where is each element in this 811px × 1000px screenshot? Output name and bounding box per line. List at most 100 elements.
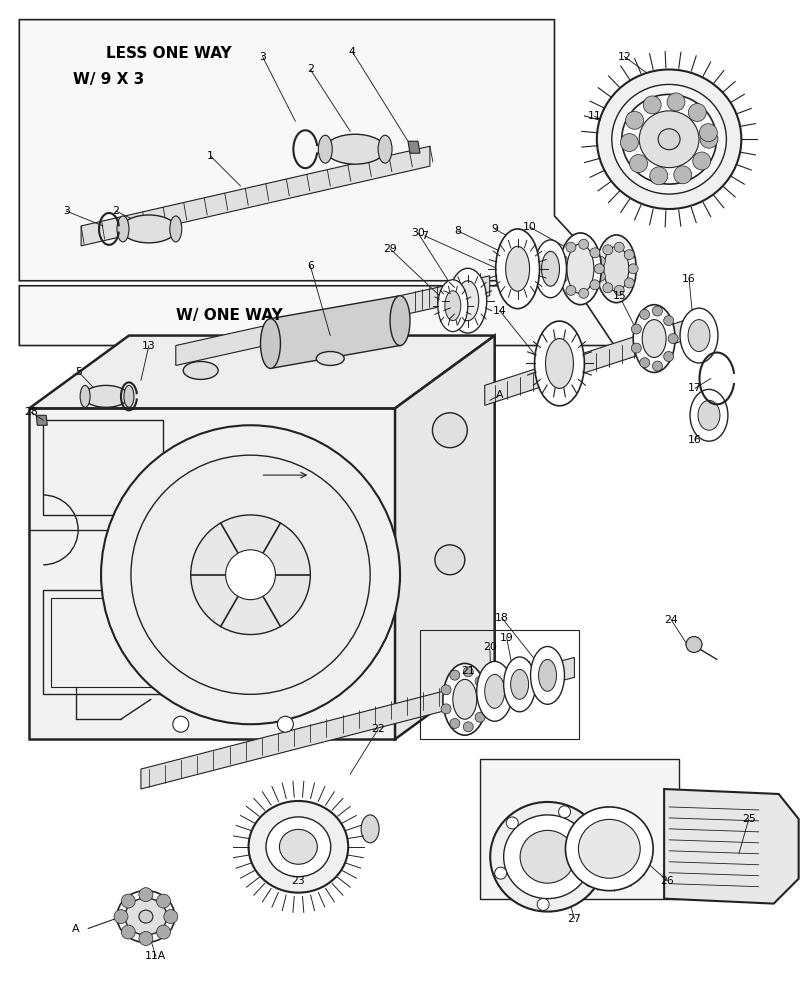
Ellipse shape xyxy=(611,84,726,194)
Ellipse shape xyxy=(378,135,392,163)
Circle shape xyxy=(449,718,459,728)
Text: 19: 19 xyxy=(499,633,513,643)
Text: 25: 25 xyxy=(741,814,755,824)
Circle shape xyxy=(121,894,135,908)
Ellipse shape xyxy=(124,385,134,407)
Circle shape xyxy=(624,250,633,260)
Text: 21: 21 xyxy=(461,666,474,676)
Text: 24: 24 xyxy=(663,615,677,625)
Polygon shape xyxy=(19,286,614,346)
Circle shape xyxy=(506,817,517,829)
Ellipse shape xyxy=(545,339,573,388)
Ellipse shape xyxy=(534,321,584,406)
Ellipse shape xyxy=(248,801,348,893)
Ellipse shape xyxy=(361,815,379,843)
Ellipse shape xyxy=(444,291,461,321)
Ellipse shape xyxy=(225,550,275,600)
Ellipse shape xyxy=(596,69,740,209)
Text: 9: 9 xyxy=(491,224,497,234)
Ellipse shape xyxy=(117,891,174,942)
Ellipse shape xyxy=(495,229,539,309)
Circle shape xyxy=(698,124,716,142)
Text: LESS ONE WAY: LESS ONE WAY xyxy=(106,46,231,61)
Text: A: A xyxy=(72,924,79,934)
Polygon shape xyxy=(29,336,494,408)
Circle shape xyxy=(565,285,575,295)
Bar xyxy=(43,420,163,515)
Circle shape xyxy=(440,685,450,695)
Circle shape xyxy=(602,283,612,293)
Ellipse shape xyxy=(84,385,128,407)
Polygon shape xyxy=(489,661,529,688)
Ellipse shape xyxy=(457,281,478,321)
Ellipse shape xyxy=(642,320,665,357)
Ellipse shape xyxy=(520,830,574,883)
Circle shape xyxy=(557,272,567,282)
Text: 16: 16 xyxy=(687,435,701,445)
Ellipse shape xyxy=(101,425,400,724)
Ellipse shape xyxy=(633,305,674,372)
Polygon shape xyxy=(29,408,394,739)
Ellipse shape xyxy=(541,251,559,286)
Text: 2: 2 xyxy=(113,206,119,216)
Circle shape xyxy=(663,316,673,326)
Ellipse shape xyxy=(503,657,535,712)
Circle shape xyxy=(624,278,633,288)
Text: 6: 6 xyxy=(307,261,313,271)
Polygon shape xyxy=(479,759,678,899)
Ellipse shape xyxy=(266,817,330,877)
Circle shape xyxy=(277,716,293,732)
Circle shape xyxy=(594,256,604,266)
Ellipse shape xyxy=(191,515,310,635)
Circle shape xyxy=(699,130,717,148)
Polygon shape xyxy=(81,146,429,246)
Ellipse shape xyxy=(279,829,317,864)
Ellipse shape xyxy=(432,413,466,448)
Circle shape xyxy=(649,167,667,185)
Text: 11: 11 xyxy=(586,111,600,121)
Ellipse shape xyxy=(621,94,715,184)
Ellipse shape xyxy=(595,235,636,303)
Circle shape xyxy=(537,898,548,910)
Circle shape xyxy=(173,716,188,732)
Text: 29: 29 xyxy=(383,244,397,254)
Text: 5: 5 xyxy=(75,367,83,377)
Circle shape xyxy=(628,264,637,274)
Ellipse shape xyxy=(139,910,152,923)
Circle shape xyxy=(613,285,624,295)
Text: 12: 12 xyxy=(616,52,630,62)
Polygon shape xyxy=(36,415,47,425)
Ellipse shape xyxy=(658,129,680,150)
Ellipse shape xyxy=(697,400,719,430)
Text: 2: 2 xyxy=(307,64,313,74)
Ellipse shape xyxy=(389,296,410,346)
Circle shape xyxy=(667,334,677,344)
Ellipse shape xyxy=(530,646,564,704)
Circle shape xyxy=(474,712,484,722)
Polygon shape xyxy=(407,141,419,153)
Circle shape xyxy=(463,722,473,732)
Polygon shape xyxy=(19,20,614,281)
Polygon shape xyxy=(270,296,400,368)
Polygon shape xyxy=(175,276,489,365)
Circle shape xyxy=(494,867,506,879)
Circle shape xyxy=(594,271,604,281)
Circle shape xyxy=(578,239,588,249)
Ellipse shape xyxy=(122,215,176,243)
Circle shape xyxy=(578,288,588,298)
Circle shape xyxy=(663,352,673,361)
Circle shape xyxy=(557,255,567,265)
Circle shape xyxy=(139,932,152,945)
Circle shape xyxy=(121,925,135,939)
Circle shape xyxy=(590,248,599,258)
Ellipse shape xyxy=(453,679,476,719)
Circle shape xyxy=(613,242,624,252)
Text: 26: 26 xyxy=(659,876,673,886)
Ellipse shape xyxy=(538,659,556,691)
Text: 22: 22 xyxy=(371,724,384,734)
Circle shape xyxy=(631,324,641,334)
Ellipse shape xyxy=(484,674,504,708)
Circle shape xyxy=(639,358,649,368)
Ellipse shape xyxy=(125,898,166,935)
Text: 28: 28 xyxy=(24,407,38,417)
